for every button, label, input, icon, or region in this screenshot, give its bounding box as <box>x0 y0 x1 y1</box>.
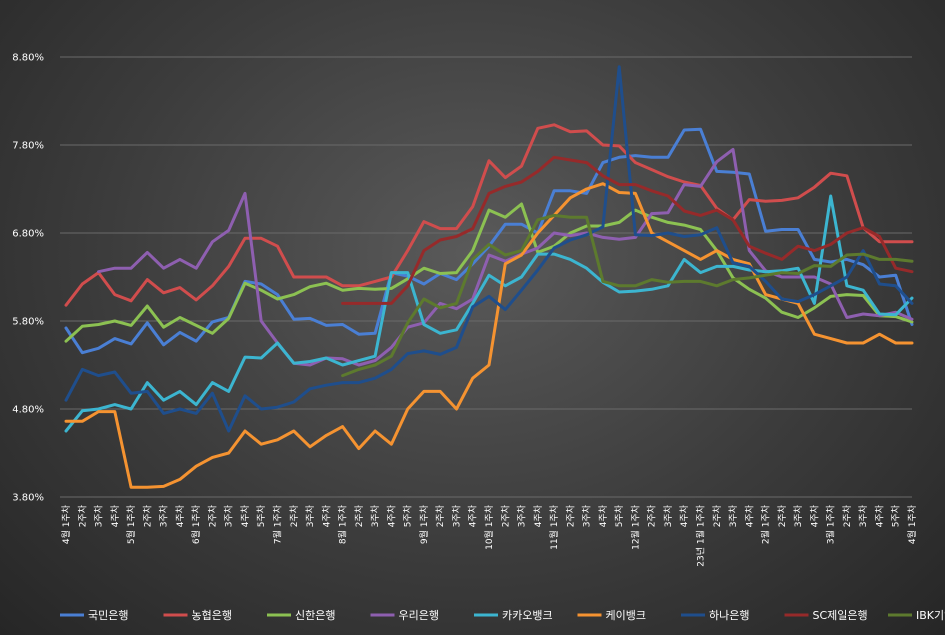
y-tick-label: 8.80% <box>12 53 44 64</box>
x-tick-label: 2주차 <box>288 504 300 527</box>
x-tick-label: 23년 1월 1주차 <box>695 504 707 566</box>
x-tick-label: 4주차 <box>109 504 121 527</box>
legend-label: 농협은행 <box>192 609 232 622</box>
series-line-8 <box>341 155 914 305</box>
series-line-7 <box>64 65 914 433</box>
x-tick-label: 3주차 <box>450 504 462 527</box>
legend-label: 케이뱅크 <box>606 609 646 622</box>
x-tick-label: 4주차 <box>385 504 397 527</box>
series-line-5 <box>64 194 914 433</box>
series-line-2 <box>64 123 914 307</box>
series-line-4 <box>97 147 914 367</box>
x-tick-label: 8월 1주차 <box>337 504 349 544</box>
x-tick-label: 2주차 <box>499 504 511 527</box>
x-tick-label: 2주차 <box>711 504 723 527</box>
x-tick-label: 9월 1주차 <box>418 504 430 544</box>
legend-label: 우리은행 <box>399 609 439 622</box>
series-line-9 <box>341 213 914 378</box>
x-tick-label: 4주차 <box>743 504 755 527</box>
x-tick-label: 4주차 <box>320 504 332 527</box>
x-tick-label: 4주차 <box>678 504 690 527</box>
x-tick-label: 3주차 <box>158 504 170 527</box>
x-tick-label: 4월 1주차 <box>60 504 72 544</box>
x-tick-label: 4월 1주차 <box>906 504 918 544</box>
x-tick-label: 5주차 <box>402 504 414 527</box>
x-tick-label: 2주차 <box>141 504 153 527</box>
legend-label: SC제일은행 <box>813 608 868 622</box>
x-tick-label: 5주차 <box>613 504 625 527</box>
x-tick-label: 3주차 <box>857 504 869 527</box>
x-tick-label: 3주차 <box>516 504 528 527</box>
x-tick-label: 3주차 <box>304 504 316 527</box>
x-tick-label: 2주차 <box>776 504 788 527</box>
x-tick-label: 4주차 <box>597 504 609 527</box>
y-tick-label: 7.80% <box>12 141 44 152</box>
x-tick-label: 12월 1주차 <box>629 504 641 550</box>
legend-label: 카카오뱅크 <box>502 609 553 622</box>
x-tick-label: 3주차 <box>93 504 105 527</box>
x-tick-label: 2주차 <box>353 504 365 527</box>
series-line-6 <box>64 182 914 489</box>
x-tick-label: 3주차 <box>792 504 804 527</box>
x-tick-label: 2주차 <box>76 504 88 527</box>
x-tick-label: 4주차 <box>808 504 820 527</box>
series-lines <box>64 65 914 489</box>
x-tick-label: 4주차 <box>873 504 885 527</box>
x-tick-label: 4주차 <box>174 504 186 527</box>
x-tick-label: 3주차 <box>369 504 381 527</box>
x-tick-label: 5주차 <box>890 504 902 527</box>
y-tick-label: 6.80% <box>12 229 44 240</box>
x-tick-label: 2주차 <box>434 504 446 527</box>
x-tick-label: 5월 1주차 <box>125 504 137 544</box>
x-tick-label: 2주차 <box>841 504 853 527</box>
x-tick-label: 4주차 <box>467 504 479 527</box>
x-tick-label: 3주차 <box>727 504 739 527</box>
legend-label: IBK기업은행 <box>916 609 945 622</box>
x-tick-label: 3주차 <box>223 504 235 527</box>
x-tick-label: 6월 1주차 <box>190 504 202 544</box>
gridlines <box>60 56 912 498</box>
x-tick-label: 2주차 <box>206 504 218 527</box>
legend-label: 하나은행 <box>709 608 749 622</box>
x-tick-label: 4주차 <box>532 504 544 527</box>
y-tick-label: 4.80% <box>12 405 44 416</box>
legend-label: 신한은행 <box>295 609 335 622</box>
legend: 국민은행 농협은행 신한은행 우리은행 카카오뱅크 케이뱅크 하나은행 SC제일은행 IBK기업… <box>60 608 945 622</box>
x-tick-label: 4주차 <box>239 504 251 527</box>
series-line-3 <box>64 202 914 343</box>
x-tick-label: 3월 1주차 <box>825 504 837 544</box>
x-tick-label: 5주차 <box>255 504 267 527</box>
y-tick-label: 3.80% <box>12 493 44 504</box>
x-tick-label: 2주차 <box>564 504 576 527</box>
legend-label: 국민은행 <box>88 609 128 622</box>
y-axis-ticks: 3.80% 4.80% 5.80% 6.80% 7.80% 8.80% <box>12 53 44 504</box>
x-tick-label: 11월 1주차 <box>548 504 560 550</box>
x-tick-label: 7월 1주차 <box>272 504 284 544</box>
x-tick-label: 2월 1주차 <box>760 504 772 544</box>
x-axis-ticks: 4월 1주차 2주차 3주차 4주차 5월 1주차 2주차 3주차 4주차 6월 1주차 2주차 3… <box>60 504 918 566</box>
y-tick-label: 5.80% <box>12 317 44 328</box>
x-tick-label: 3주차 <box>581 504 593 527</box>
x-tick-label: 10월 1주차 <box>483 504 495 550</box>
x-tick-label: 3주차 <box>662 504 674 527</box>
x-tick-label: 2주차 <box>646 504 658 527</box>
